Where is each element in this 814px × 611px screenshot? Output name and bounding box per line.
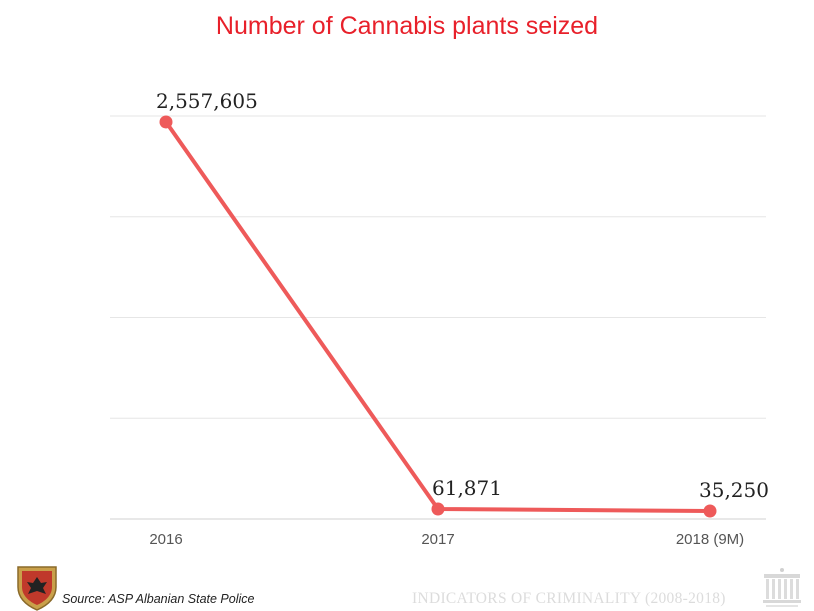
data-labels: 2,557,605 61,871 35,250 (156, 89, 769, 502)
data-point (703, 504, 717, 518)
x-tick-labels: 2016 2017 2018 (9M) (149, 531, 744, 548)
data-label: 2,557,605 (156, 89, 258, 113)
data-label: 61,871 (432, 476, 502, 500)
x-tick-label: 2016 (149, 531, 182, 548)
x-tick-label: 2018 (9M) (676, 531, 744, 548)
data-label: 35,250 (699, 478, 769, 502)
data-points (159, 115, 717, 518)
chart-title: Number of Cannabis plants seized (215, 12, 599, 40)
government-building-logo-icon (763, 568, 801, 607)
gridlines (110, 115, 766, 520)
series-line (164, 120, 712, 513)
x-tick-label: 2017 (421, 531, 454, 548)
data-point (159, 115, 173, 129)
source-note: Source: ASP Albanian State Police (62, 592, 255, 606)
report-title: INDICATORS OF CRIMINALITY (2008-2018) (412, 590, 726, 607)
data-point (431, 502, 445, 516)
police-shield-logo-icon (17, 566, 57, 611)
